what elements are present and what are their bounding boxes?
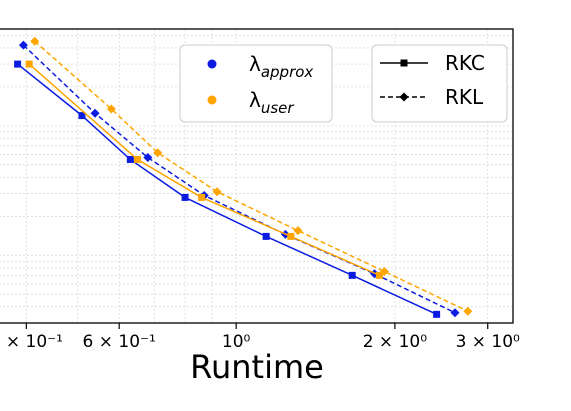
data-point [450,308,460,318]
data-point [25,60,33,68]
x-ticks: 4 × 10⁻¹ 6 × 10⁻¹ 10⁰ 2 × 10⁰ 3 × 10⁰ [0,323,520,352]
data-point [433,310,441,318]
data-point [348,271,356,279]
legend-method-box [371,44,508,123]
series-layer [14,36,473,318]
data-point [375,271,383,279]
series-rkl-user [30,36,473,316]
x-tick-label: 6 × 10⁻¹ [83,332,156,352]
data-point [198,193,206,201]
legend-lambda-label: λapprox [249,52,313,81]
data-point [379,266,389,276]
legend-lambda: λapprox λuser [179,44,333,123]
legend-lambda-label: λuser [249,88,294,117]
data-point [126,155,134,163]
series-rkc-user [25,60,383,279]
data-point [18,40,28,50]
data-point [181,193,189,201]
data-point [153,148,163,158]
data-point [106,104,116,114]
legend-lambda-marker [207,59,217,69]
legend-method-marker [399,92,409,102]
series-rkc-approx [14,60,441,318]
data-point [287,232,295,240]
x-axis-title: Runtime [190,348,324,386]
x-tick-label: 2 × 10⁰ [363,332,427,352]
data-point [30,36,40,46]
data-point [134,155,142,163]
legend-lambda-marker [207,95,217,105]
data-point [143,152,153,162]
data-point [78,112,86,120]
legend-method-label: RKL [445,85,484,109]
x-tick-label: 3 × 10⁰ [456,332,520,352]
legend-lambda-box [179,44,333,123]
data-point [14,60,22,68]
data-point [212,187,222,197]
x-tick-label: 4 × 10⁻¹ [0,332,63,352]
x-tick-label: 10⁰ [222,332,251,352]
data-point [463,306,473,316]
data-point [90,108,100,118]
legend-method-marker [400,59,408,67]
plot-frame [0,28,514,324]
legend-method-label: RKC [445,51,485,75]
data-point [262,232,270,240]
legend-method: RKC RKL [371,44,508,123]
data-point [293,226,303,236]
